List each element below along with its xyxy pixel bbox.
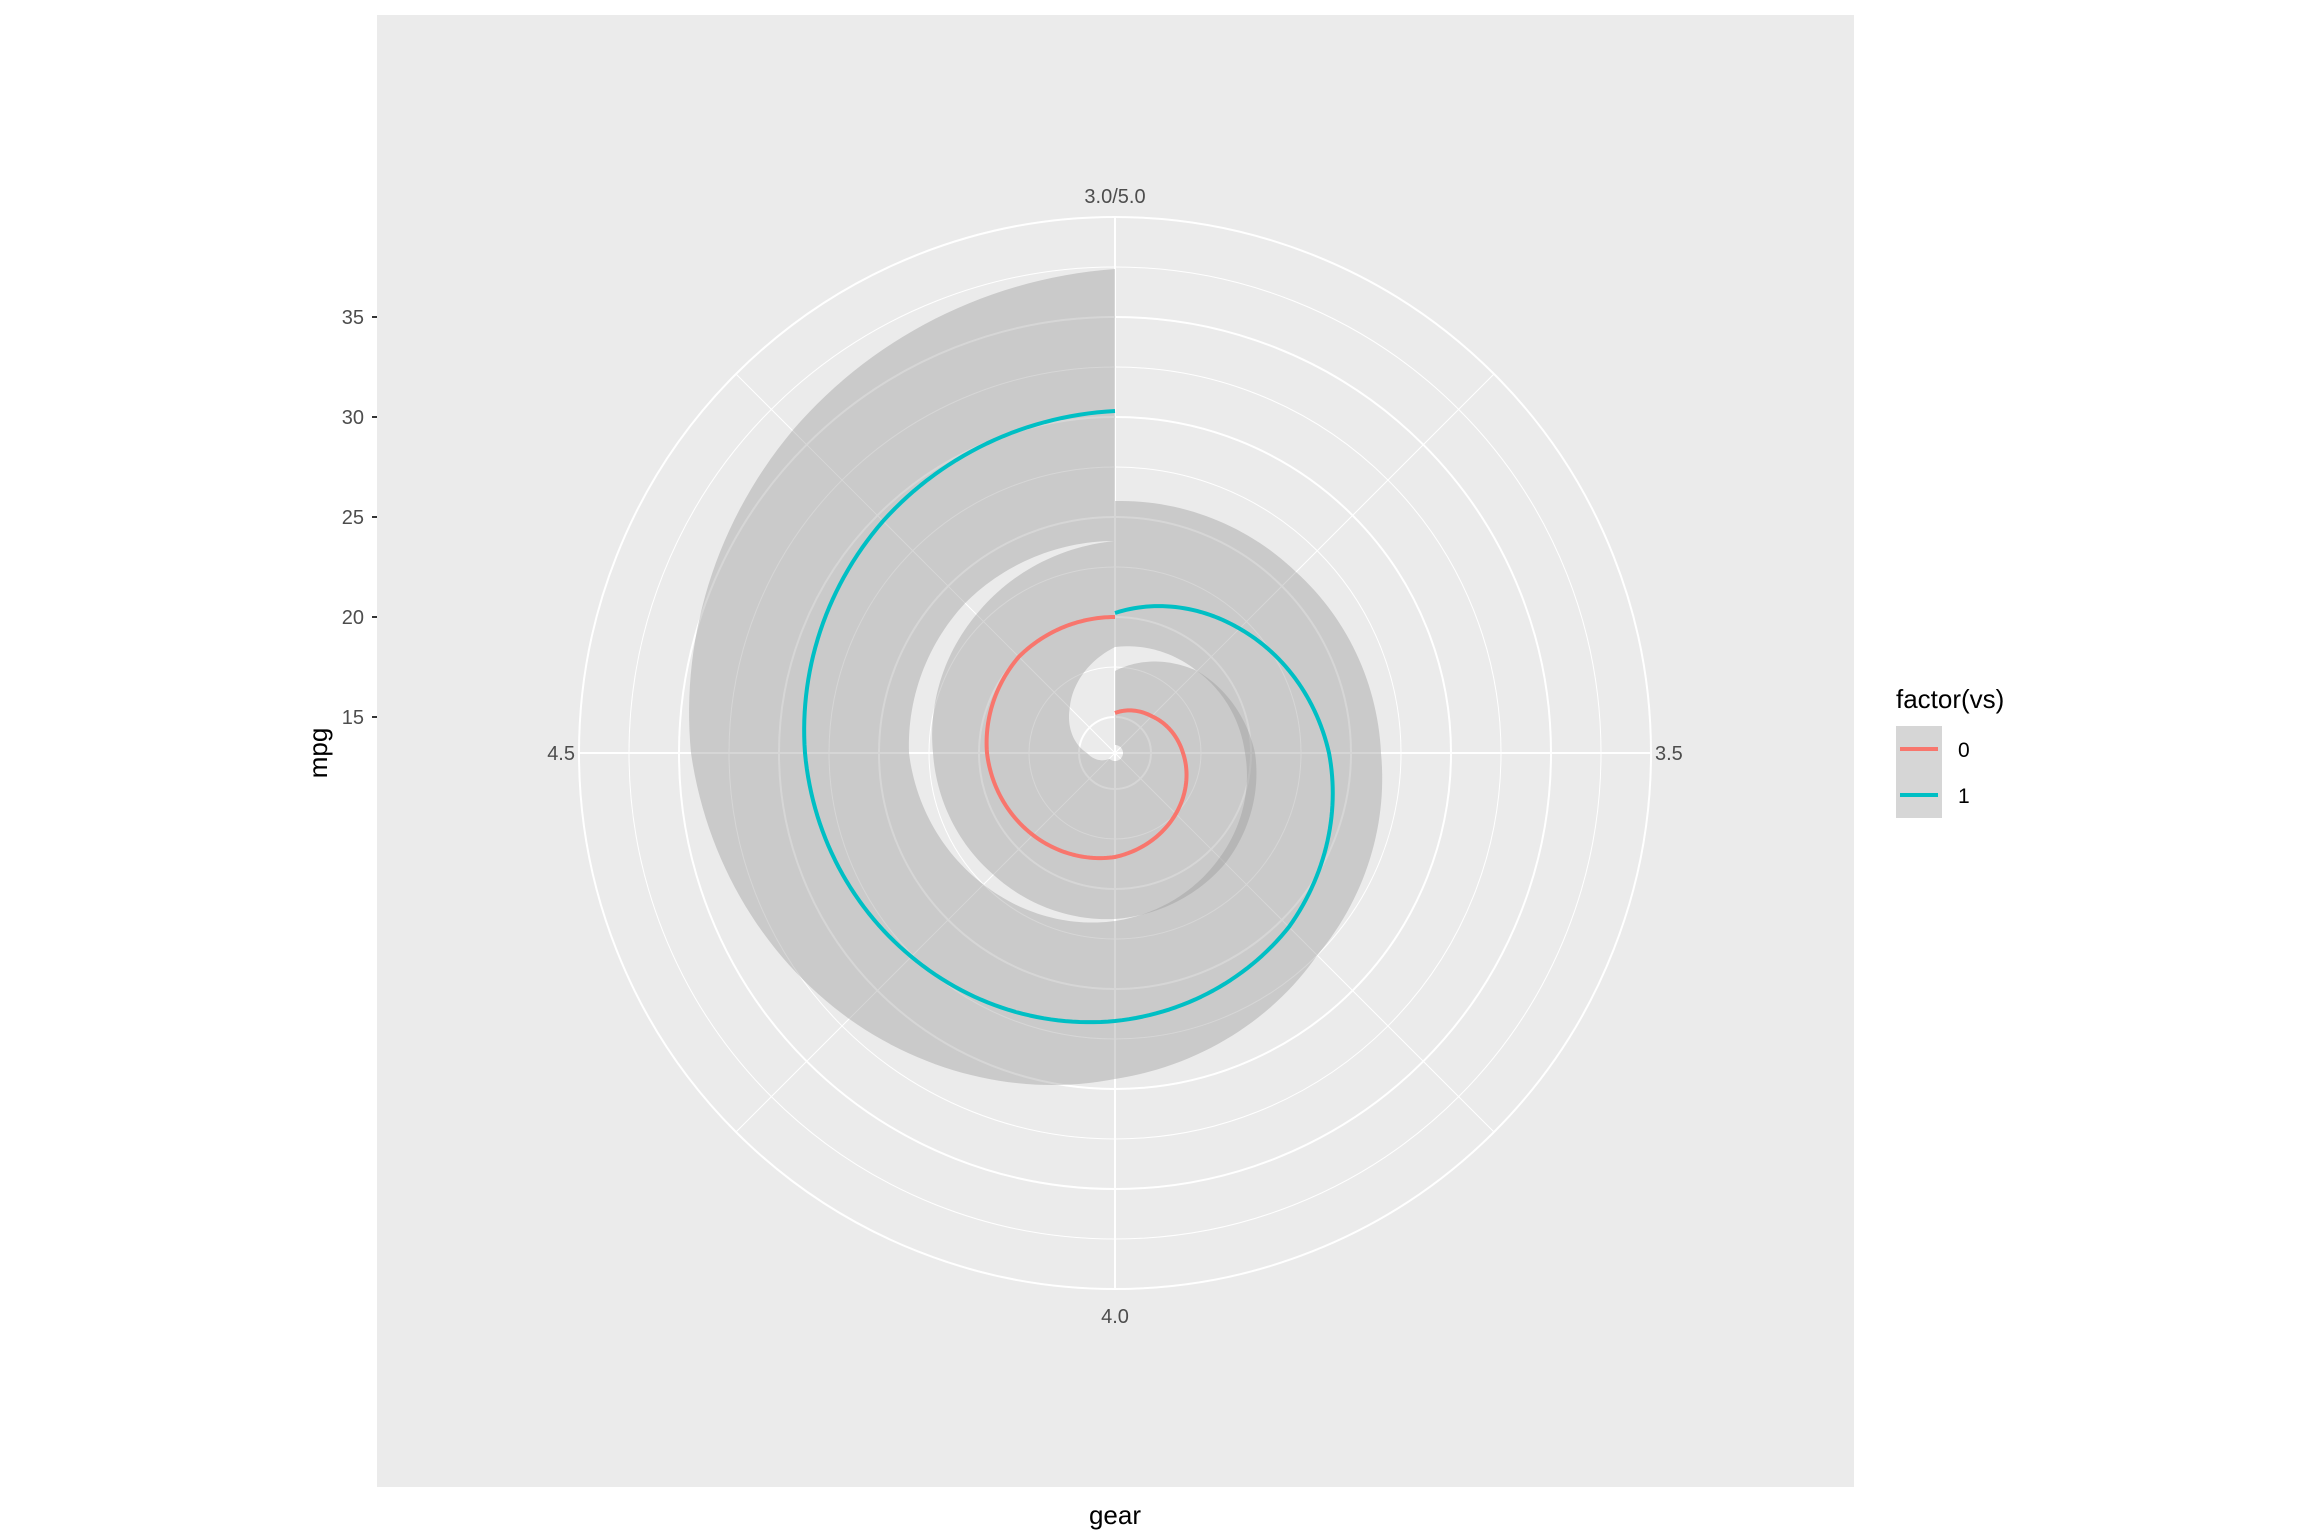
legend-label-1: 1 — [1958, 785, 1970, 808]
theta-tick-label-1: 3.5 — [1655, 743, 1683, 765]
r-tick-label-3: 30 — [342, 407, 364, 429]
theta-tick-label-2: 4.0 — [1101, 1306, 1129, 1328]
line-series-1 — [802, 409, 1335, 1025]
r-tick-label-2: 25 — [342, 507, 364, 529]
x-axis-title: gear — [1089, 1500, 1141, 1530]
grid-spoke-minor — [1114, 373, 1495, 754]
r-axis: 15 20 25 30 35 — [342, 307, 377, 729]
ribbons — [689, 269, 1383, 1086]
theta-tick-labels: 3.0/5.0 3.5 4.0 4.5 — [547, 186, 1683, 1328]
legend-title: factor(vs) — [1896, 684, 2004, 714]
theta-tick-label-3: 4.5 — [547, 743, 575, 765]
grid-spoke-minor — [735, 373, 1116, 754]
grid-spoke-minor — [1114, 752, 1495, 1133]
ribbon-series-1 — [689, 269, 1383, 1086]
series-lines — [802, 409, 1335, 1025]
polar-grid — [578, 216, 1652, 1290]
r-tick-label-4: 35 — [342, 307, 364, 329]
ribbon-series-0 — [932, 541, 1257, 920]
y-axis-title: mpg — [303, 728, 333, 779]
r-tick-label-0: 15 — [342, 707, 364, 729]
grid-spoke-minor — [735, 752, 1116, 1133]
legend-label-0: 0 — [1958, 739, 1970, 762]
line-series-0 — [984, 615, 1189, 861]
legend: factor(vs) 0 1 — [1896, 684, 2004, 818]
theta-tick-label-0: 3.0/5.0 — [1084, 186, 1145, 208]
r-tick-label-1: 20 — [342, 607, 364, 629]
